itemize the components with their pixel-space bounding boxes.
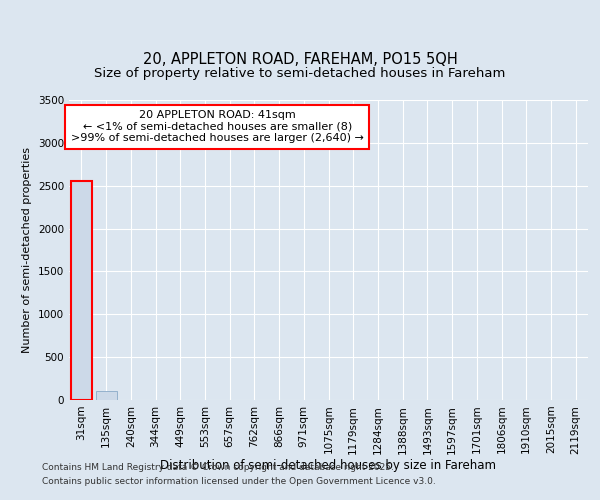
Text: Size of property relative to semi-detached houses in Fareham: Size of property relative to semi-detach… <box>94 67 506 80</box>
Text: 20, APPLETON ROAD, FAREHAM, PO15 5QH: 20, APPLETON ROAD, FAREHAM, PO15 5QH <box>143 52 457 68</box>
Y-axis label: Number of semi-detached properties: Number of semi-detached properties <box>22 147 32 353</box>
Text: Contains public sector information licensed under the Open Government Licence v3: Contains public sector information licen… <box>42 477 436 486</box>
Bar <box>95 390 116 400</box>
X-axis label: Distribution of semi-detached houses by size in Fareham: Distribution of semi-detached houses by … <box>161 459 497 472</box>
Bar <box>71 182 92 400</box>
Text: 20 APPLETON ROAD: 41sqm
← <1% of semi-detached houses are smaller (8)
>99% of se: 20 APPLETON ROAD: 41sqm ← <1% of semi-de… <box>71 110 364 144</box>
Text: Contains HM Land Registry data © Crown copyright and database right 2025.: Contains HM Land Registry data © Crown c… <box>42 464 394 472</box>
